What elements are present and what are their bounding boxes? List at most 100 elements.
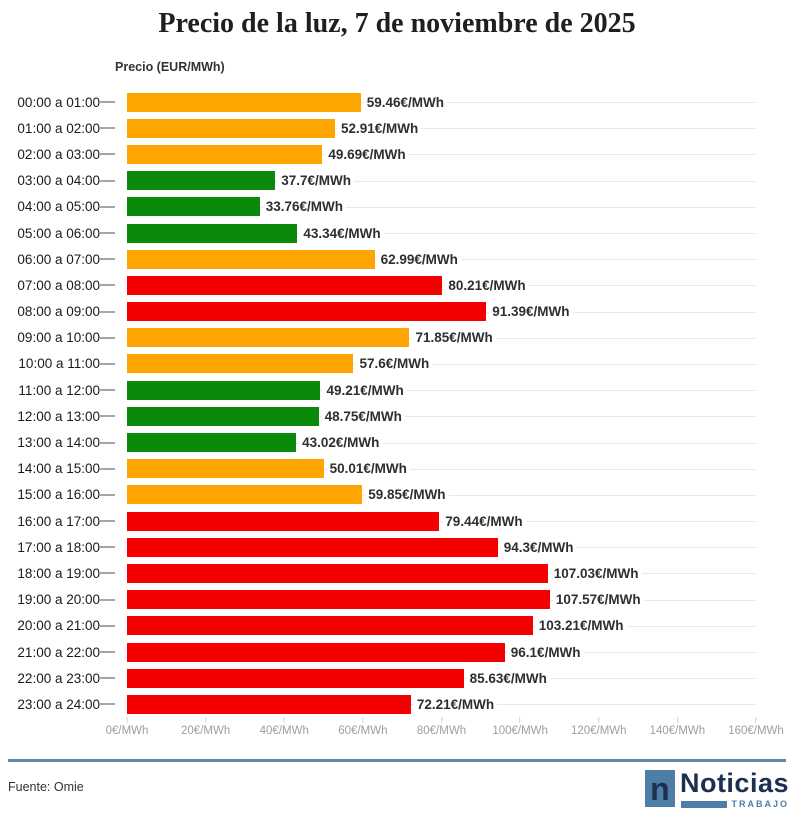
price-bar: [127, 406, 319, 426]
price-bar: [127, 197, 260, 217]
plot-area: 107.57€/MWh: [127, 587, 756, 613]
category-label: 05:00 a 06:00: [17, 225, 100, 241]
category-label: 21:00 a 22:00: [17, 644, 100, 660]
category-label: 13:00 a 14:00: [17, 435, 100, 451]
value-label: 72.21€/MWh: [413, 696, 498, 712]
category-label: 03:00 a 04:00: [17, 173, 100, 189]
row-gridline: [127, 416, 756, 418]
x-axis-tick-label: 160€/MWh: [728, 725, 784, 737]
category-tick: [100, 520, 115, 523]
logo-subline: TRABAJO: [681, 799, 789, 809]
price-bar: [127, 171, 276, 191]
value-label: 62.99€/MWh: [377, 251, 461, 267]
plot-area: 80.21€/MWh: [127, 272, 756, 298]
chart-row: 08:00 a 09:00 91.39€/MWh: [0, 299, 794, 325]
plot-area: 49.69€/MWh: [127, 141, 756, 167]
x-axis-tick-mark: [205, 717, 207, 723]
chart-row: 12:00 a 13:00 48.75€/MWh: [0, 403, 794, 429]
category-tick: [100, 598, 115, 601]
x-axis-tick-mark: [676, 717, 678, 723]
plot-area: 94.3€/MWh: [127, 534, 756, 560]
price-bar: [127, 118, 335, 138]
price-bar: [127, 668, 464, 688]
price-bar: [127, 275, 443, 295]
chart-row: 16:00 a 17:00 79.44€/MWh: [0, 508, 794, 534]
x-axis-tick-label: 100€/MWh: [492, 725, 548, 737]
plot-area: 91.39€/MWh: [127, 299, 756, 325]
plot-area: 96.1€/MWh: [127, 639, 756, 665]
category-label: 15:00 a 16:00: [17, 487, 100, 503]
category-tick: [100, 415, 115, 418]
value-label: 57.6€/MWh: [356, 356, 433, 372]
price-bar: [127, 380, 321, 400]
value-label: 50.01€/MWh: [326, 461, 410, 477]
chart-row: 15:00 a 16:00 59.85€/MWh: [0, 482, 794, 508]
x-axis: 0€/MWh 20€/MWh 40€/MWh 60€/MWh 80€/MWh 100€/M…: [106, 717, 784, 747]
category-label: 01:00 a 02:00: [17, 120, 100, 136]
row-gridline: [127, 128, 756, 130]
price-bar: [127, 511, 440, 531]
x-axis-tick: 40€/MWh: [260, 717, 309, 737]
plot-area: 107.03€/MWh: [127, 560, 756, 586]
value-label: 91.39€/MWh: [489, 304, 573, 320]
plot-area: 43.02€/MWh: [127, 429, 756, 455]
category-tick: [100, 127, 115, 130]
x-axis-tick-label: 40€/MWh: [259, 725, 309, 737]
plot-area: 43.34€/MWh: [127, 220, 756, 246]
chart-row: 23:00 a 24:00 72.21€/MWh: [0, 691, 794, 717]
x-axis-tick-mark: [362, 717, 364, 723]
category-tick: [100, 624, 115, 627]
price-bar: [127, 328, 410, 348]
plot-area: 59.85€/MWh: [127, 482, 756, 508]
plot-area: 59.46€/MWh: [127, 89, 756, 115]
price-bar: [127, 616, 533, 636]
x-axis-tick-mark: [283, 717, 285, 723]
logo-name-text: Noticias: [679, 768, 789, 798]
x-axis-tick: 160€/MWh: [728, 717, 784, 737]
x-axis-tick-mark: [519, 717, 521, 723]
bar-chart: 00:00 a 01:00 59.46€/MWh 01:00 a 02:00 52.9…: [0, 89, 794, 718]
chart-row: 22:00 a 23:00 85.63€/MWh: [0, 665, 794, 691]
x-axis-tick-label: 120€/MWh: [570, 725, 627, 737]
x-axis-tick-mark: [755, 717, 757, 723]
chart-row: 05:00 a 06:00 43.34€/MWh: [0, 220, 794, 246]
category-tick: [100, 493, 115, 496]
category-label: 19:00 a 20:00: [17, 592, 100, 608]
plot-area: 62.99€/MWh: [127, 246, 756, 272]
price-bar: [127, 485, 363, 505]
chart-row: 11:00 a 12:00 49.21€/MWh: [0, 377, 794, 403]
category-tick: [100, 651, 115, 654]
price-bar: [127, 459, 324, 479]
value-label: 59.46€/MWh: [363, 94, 448, 110]
row-gridline: [127, 233, 756, 235]
value-label: 52.91€/MWh: [338, 120, 422, 136]
category-tick: [100, 572, 115, 575]
row-gridline: [127, 468, 756, 470]
x-axis-tick-mark: [126, 717, 128, 723]
x-axis-tick: 60€/MWh: [338, 717, 387, 737]
row-gridline: [127, 442, 756, 444]
x-axis-tick-mark: [598, 717, 600, 723]
category-tick: [100, 546, 115, 549]
plot-area: 52.91€/MWh: [127, 115, 756, 141]
category-label: 00:00 a 01:00: [17, 94, 100, 110]
chart-row: 03:00 a 04:00 37.7€/MWh: [0, 168, 794, 194]
price-bar: [127, 537, 498, 557]
category-tick: [100, 703, 115, 706]
value-label: 80.21€/MWh: [445, 277, 529, 293]
category-label: 06:00 a 07:00: [17, 251, 100, 267]
chart-row: 17:00 a 18:00 94.3€/MWh: [0, 534, 794, 560]
value-label: 49.69€/MWh: [325, 146, 409, 162]
category-tick: [100, 232, 115, 235]
logo-wordmark: Noticias TRABAJO: [679, 768, 789, 810]
chart-row: 06:00 a 07:00 62.99€/MWh: [0, 246, 794, 272]
value-label: 103.21€/MWh: [535, 618, 627, 634]
row-gridline: [127, 521, 756, 523]
chart-row: 01:00 a 02:00 52.91€/MWh: [0, 115, 794, 141]
row-gridline: [127, 363, 756, 365]
category-tick: [100, 467, 115, 470]
chart-row: 04:00 a 05:00 33.76€/MWh: [0, 194, 794, 220]
category-label: 16:00 a 17:00: [17, 513, 100, 529]
chart-row: 07:00 a 08:00 80.21€/MWh: [0, 272, 794, 298]
price-bar: [127, 433, 297, 453]
